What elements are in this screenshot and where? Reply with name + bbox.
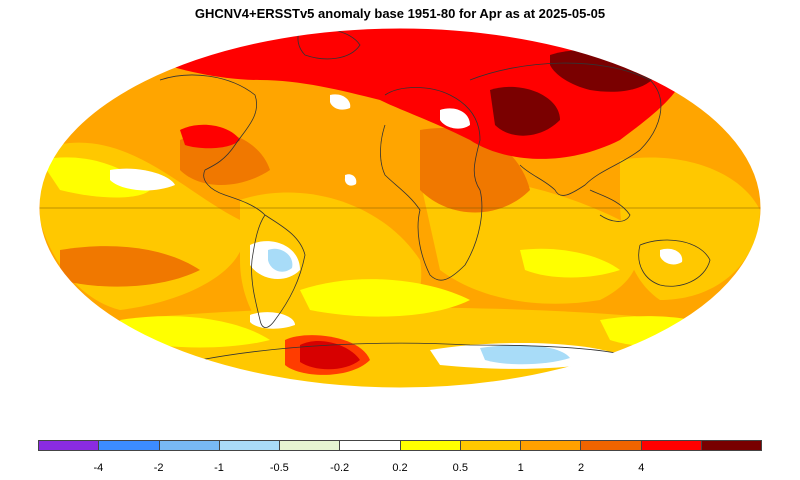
atlantic-white-dot bbox=[344, 174, 357, 186]
legend-label: -2 bbox=[153, 462, 164, 474]
australia-white bbox=[660, 248, 683, 265]
legend-label: -4 bbox=[93, 462, 104, 474]
legend-swatch-6 bbox=[400, 441, 461, 450]
legend-swatch-9 bbox=[581, 441, 642, 450]
north-atlantic-white bbox=[330, 94, 351, 110]
legend-swatch-7 bbox=[460, 441, 521, 450]
anomaly-map bbox=[38, 27, 762, 389]
south-america-coast bbox=[251, 214, 306, 328]
legend-swatch-0 bbox=[39, 441, 100, 450]
map-field bbox=[39, 28, 761, 388]
central-indian-yellow bbox=[520, 248, 620, 278]
legend-swatch-1 bbox=[99, 441, 160, 450]
southeast-yellow bbox=[600, 316, 740, 348]
legend-label: -0.5 bbox=[269, 462, 289, 474]
legend-label: 0.5 bbox=[452, 462, 468, 474]
legend-label: -0.2 bbox=[330, 462, 350, 474]
legend-swatch-10 bbox=[641, 441, 702, 450]
legend-labels: -4 -2 -1 -0.5 -0.2 0.2 0.5 1 2 4 bbox=[38, 462, 762, 478]
asia-coast bbox=[469, 62, 662, 196]
pacific-white-patch bbox=[110, 168, 175, 191]
pacific-yellow-streak bbox=[40, 157, 150, 198]
coastlines bbox=[159, 28, 711, 361]
antarctica-cool bbox=[480, 345, 570, 365]
legend-label: -1 bbox=[214, 462, 224, 474]
south-atlantic-yellow bbox=[300, 279, 470, 317]
map-title: GHCNV4+ERSSTv5 anomaly base 1951-80 for … bbox=[194, 6, 606, 21]
west-pacific-band bbox=[620, 157, 760, 300]
indonesia-coast bbox=[589, 189, 631, 222]
east-pacific-orange bbox=[60, 246, 200, 287]
africa-europe-coast bbox=[380, 87, 483, 281]
central-asia-hotspot bbox=[490, 86, 560, 136]
south-america-cool bbox=[268, 248, 293, 272]
legend-swatch-5 bbox=[340, 441, 401, 450]
map-svg bbox=[38, 27, 762, 389]
legend-swatch-3 bbox=[219, 441, 280, 450]
us-southeast-red bbox=[180, 124, 240, 149]
antarctic-peninsula-red bbox=[285, 335, 370, 375]
south-pacific-yellow bbox=[120, 316, 270, 348]
legend-label: 0.2 bbox=[392, 462, 408, 474]
legend-swatch-8 bbox=[521, 441, 582, 450]
legend-label: 2 bbox=[577, 462, 585, 474]
australia-coast bbox=[638, 239, 711, 287]
globe-outline bbox=[38, 27, 762, 389]
legend-label: 1 bbox=[517, 462, 524, 474]
legend-colorbar bbox=[38, 440, 762, 451]
north-america-coast bbox=[159, 74, 266, 216]
legend-swatch-2 bbox=[159, 441, 220, 450]
legend-swatch-4 bbox=[280, 441, 341, 450]
black-sea-white bbox=[440, 108, 470, 129]
legend-swatch-11 bbox=[701, 441, 761, 450]
legend-label: 4 bbox=[638, 462, 645, 474]
antarctica-coast bbox=[199, 342, 641, 361]
